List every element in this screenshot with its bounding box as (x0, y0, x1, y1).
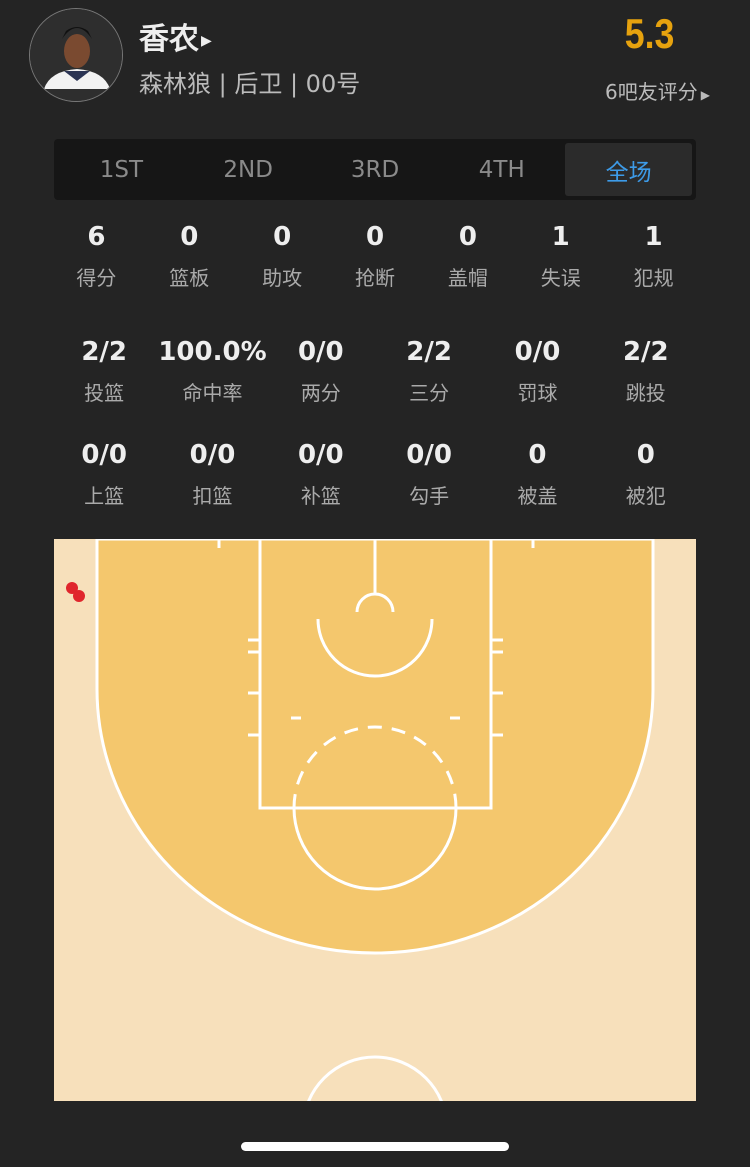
stat-stats_main-0: 6 得分 (50, 222, 143, 291)
stat-stats_shooting-1: 100.0% 命中率 (158, 337, 266, 406)
three-point-line (95, 539, 655, 955)
period-tabs: 1ST 2ND 3RD 4TH 全场 (54, 139, 696, 200)
stat-stats_types-2: 0/0 补篮 (267, 440, 375, 509)
stat-stats_shooting-2: 0/0 两分 (267, 337, 375, 406)
stat-label: 犯规 (633, 266, 674, 290)
stat-label: 命中率 (182, 381, 243, 405)
player-rating: 5.3 (624, 10, 674, 57)
stat-value: 100.0% (158, 337, 267, 367)
stat-stats_shooting-5: 2/2 跳投 (592, 337, 700, 406)
stat-stats_shooting-0: 2/2 投篮 (50, 337, 158, 406)
stat-label: 上篮 (84, 484, 125, 508)
stat-stats_main-5: 1 失误 (514, 222, 607, 291)
stat-value: 0/0 (297, 440, 344, 470)
stat-label: 篮板 (169, 266, 210, 290)
stat-label: 被犯 (625, 484, 666, 508)
center-circle (307, 1055, 443, 1101)
stat-value: 0 (180, 222, 199, 252)
stat-label: 补篮 (300, 484, 341, 508)
player-photo (30, 9, 122, 101)
stat-value: 2/2 (81, 337, 127, 367)
stat-value: 0 (365, 222, 385, 252)
stat-label: 三分 (409, 381, 450, 405)
free-throw-circle-solid (292, 807, 458, 891)
stat-value: 2/2 (406, 337, 452, 367)
player-info: 森林狼 | 后卫 | 00号 (139, 70, 361, 98)
stat-stats_main-4: 0 盖帽 (421, 222, 514, 291)
stat-label: 扣篮 (192, 484, 233, 508)
stat-label: 投篮 (84, 381, 125, 405)
stat-value: 0/0 (297, 337, 344, 367)
stat-stats_types-0: 0/0 上篮 (50, 440, 158, 509)
stat-stats_main-1: 0 篮板 (143, 222, 236, 291)
stat-stats_shooting-3: 2/2 三分 (375, 337, 483, 406)
stat-value: 0 (458, 222, 477, 252)
stat-stats_main-2: 0 助攻 (236, 222, 329, 291)
stat-stats_types-1: 0/0 扣篮 (158, 440, 266, 509)
paint-lane (258, 539, 493, 810)
arrow-right-icon: ▶ (700, 88, 710, 102)
shooting-stats-row: 2/2 投篮 100.0% 命中率 0/0 两分 2/2 三分 0/0 罚球 2/2 跳投 (50, 337, 700, 406)
tab-full-game[interactable]: 全场 (565, 143, 692, 196)
stat-value: 0 (273, 222, 292, 252)
stat-label: 助攻 (262, 266, 303, 290)
tab-4th[interactable]: 4TH (478, 156, 525, 183)
rating-link[interactable]: 6吧友评分 ▶ (605, 80, 710, 104)
stat-label: 罚球 (517, 381, 558, 405)
stat-label: 抢断 (355, 266, 395, 290)
stat-label: 被盖 (517, 484, 558, 508)
tab-2nd[interactable]: 2ND (223, 156, 273, 183)
stat-label: 跳投 (625, 381, 666, 405)
stat-label: 得分 (76, 266, 117, 290)
tab-3rd[interactable]: 3RD (350, 156, 400, 183)
free-throw-circle-dashed (292, 725, 458, 809)
main-stats-row: 6 得分 0 篮板 0 助攻 0 抢断 0 盖帽 1 失误 1 犯规 (50, 222, 700, 291)
arrow-right-icon: ▶ (201, 32, 212, 49)
stat-value: 0/0 (189, 440, 236, 470)
stat-stats_main-6: 1 犯规 (607, 222, 700, 291)
stat-label: 勾手 (409, 484, 450, 508)
stat-value: 1 (551, 222, 570, 252)
stat-stats_types-3: 0/0 勾手 (375, 440, 483, 509)
stat-value: 0 (636, 440, 655, 470)
stat-label: 两分 (300, 381, 341, 405)
stat-label: 盖帽 (447, 266, 488, 290)
stat-value: 0/0 (514, 337, 561, 367)
stat-value: 2/2 (622, 337, 669, 367)
stat-value: 1 (644, 222, 663, 252)
tab-1st[interactable]: 1ST (99, 156, 144, 183)
stat-stats_main-3: 0 抢断 (329, 222, 422, 291)
stat-value: 0/0 (81, 440, 127, 470)
restricted-area (316, 618, 434, 678)
shot-type-stats-row: 0/0 上篮 0/0 扣篮 0/0 补篮 0/0 勾手 0 被盖 0 被犯 (50, 440, 700, 509)
player-name[interactable]: 香农 ▶ (139, 22, 212, 57)
shot-marker-made[interactable] (73, 590, 85, 602)
home-indicator[interactable] (241, 1142, 509, 1151)
shot-marker-made[interactable] (66, 582, 78, 594)
stat-value: 0 (528, 440, 547, 470)
lane-hash-marks (248, 638, 503, 737)
stat-value: 6 (87, 222, 106, 252)
shot-chart-court (54, 539, 696, 1101)
stat-stats_types-5: 0 被犯 (592, 440, 700, 509)
hoop (355, 592, 395, 613)
stat-label: 失误 (540, 266, 581, 290)
stat-stats_shooting-4: 0/0 罚球 (483, 337, 591, 406)
player-avatar[interactable] (29, 8, 123, 102)
stat-stats_types-4: 0 被盖 (483, 440, 591, 509)
stat-value: 0/0 (406, 440, 452, 470)
